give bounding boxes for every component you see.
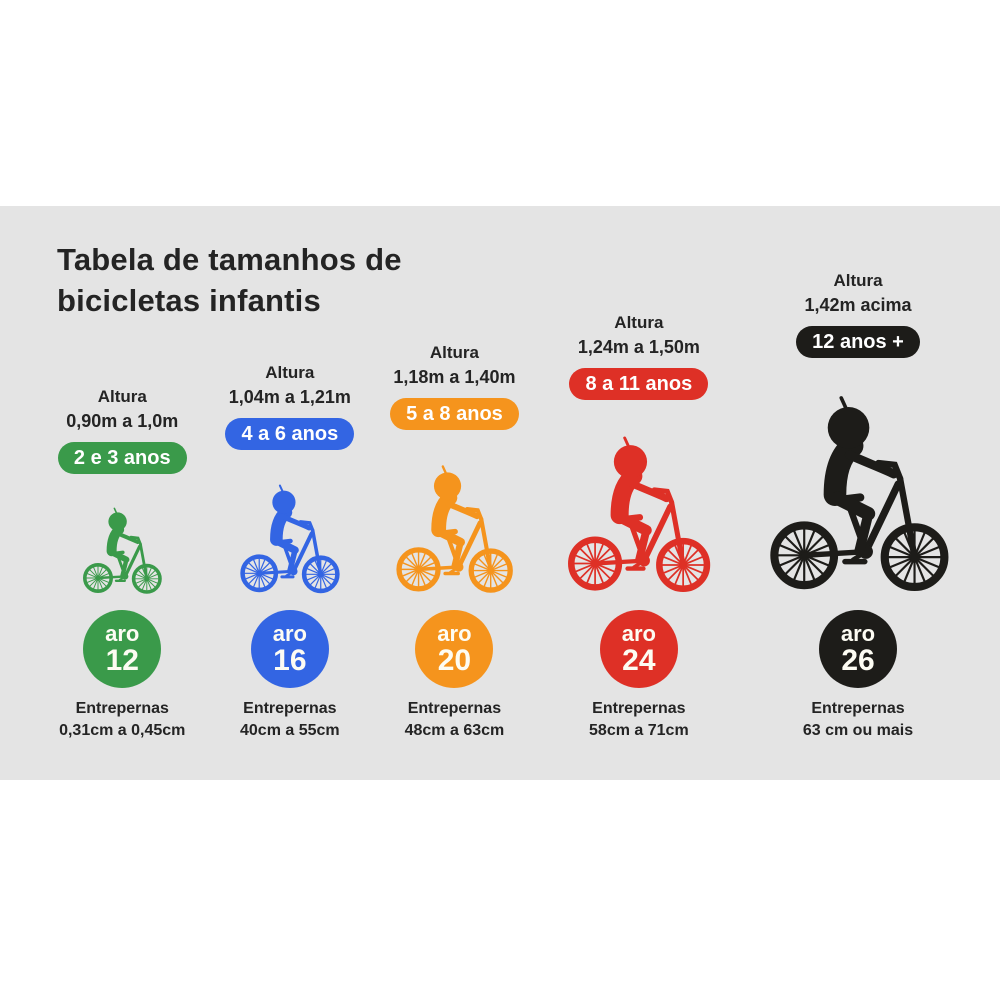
height-range-label: 1,18m a 1,40m: [393, 367, 516, 388]
wheel-size-badge: aro 12: [83, 610, 162, 689]
height-range-label: 1,04m a 1,21m: [228, 387, 351, 408]
height-range-label: 0,90m a 1,0m: [66, 411, 179, 432]
inseam-label: Entrepernas: [811, 700, 905, 718]
page-title: Tabela de tamanhos de bicicletas infanti…: [57, 240, 402, 322]
height-range-label: 1,24m a 1,50m: [577, 337, 700, 358]
wheel-size-number: 12: [105, 643, 139, 677]
size-column-aro-26: Altura 1,42m acima 12 anos + aro 26 Entr…: [738, 270, 978, 742]
wheel-size-word: aro: [840, 620, 876, 646]
inseam-label: Entrepernas: [592, 700, 686, 718]
inseam-range-label: 0,31cm a 0,45cm: [59, 722, 186, 740]
size-column-aro-12: Altura 0,90m a 1,0m 2 e 3 anos aro 12 En…: [34, 386, 211, 742]
size-column-aro-16: Altura 1,04m a 1,21m 4 a 6 anos aro 16 E…: [211, 362, 370, 742]
wheel-size-word: aro: [272, 620, 307, 646]
wheel-size-number: 24: [622, 643, 656, 677]
age-badge: 12 anos +: [796, 326, 920, 359]
height-label: Altura: [614, 312, 664, 332]
size-column-aro-24: Altura 1,24m a 1,50m 8 a 11 anos aro 24 …: [540, 312, 738, 742]
wheel-size-badge: aro 26: [819, 610, 897, 689]
child-on-bicycle-icon: [559, 430, 718, 596]
wheel-size-badge: aro 20: [415, 610, 494, 689]
age-badge: 5 a 8 anos: [390, 398, 519, 431]
height-label: Altura: [429, 342, 479, 362]
height-label: Altura: [97, 386, 147, 406]
child-on-bicycle-icon: [759, 388, 958, 596]
size-columns: Altura 0,90m a 1,0m 2 e 3 anos aro 12 En…: [34, 206, 978, 780]
age-badge: 8 a 11 anos: [569, 368, 709, 401]
height-range-label: 1,42m acima: [804, 295, 912, 316]
wheel-size-number: 20: [437, 643, 472, 677]
page-title-line1: Tabela de tamanhos de: [57, 242, 402, 277]
inseam-label: Entrepernas: [75, 700, 169, 718]
inseam-label: Entrepernas: [407, 700, 502, 718]
child-on-bicycle-icon: [389, 460, 519, 596]
inseam-label: Entrepernas: [243, 700, 337, 718]
height-label: Altura: [833, 270, 883, 290]
size-column-aro-20: Altura 1,18m a 1,40m 5 a 8 anos aro 20 E…: [369, 342, 540, 742]
wheel-size-word: aro: [621, 620, 656, 646]
wheel-size-number: 16: [273, 643, 307, 677]
wheel-size-badge: aro 16: [250, 610, 329, 689]
height-label: Altura: [265, 362, 315, 382]
age-badge: 2 e 3 anos: [57, 442, 187, 475]
inseam-range-label: 58cm a 71cm: [589, 722, 689, 740]
wheel-size-word: aro: [437, 620, 472, 646]
child-on-bicycle-icon: [78, 504, 166, 596]
child-on-bicycle-icon: [234, 480, 345, 596]
age-badge: 4 a 6 anos: [225, 418, 355, 451]
inseam-range-label: 48cm a 63cm: [404, 722, 505, 740]
wheel-size-badge: aro 24: [599, 610, 678, 689]
inseam-range-label: 63 cm ou mais: [802, 722, 914, 740]
inseam-range-label: 40cm a 55cm: [240, 722, 340, 740]
page-title-line2: bicicletas infantis: [57, 282, 321, 318]
wheel-size-number: 26: [841, 643, 875, 677]
wheel-size-word: aro: [105, 620, 140, 646]
